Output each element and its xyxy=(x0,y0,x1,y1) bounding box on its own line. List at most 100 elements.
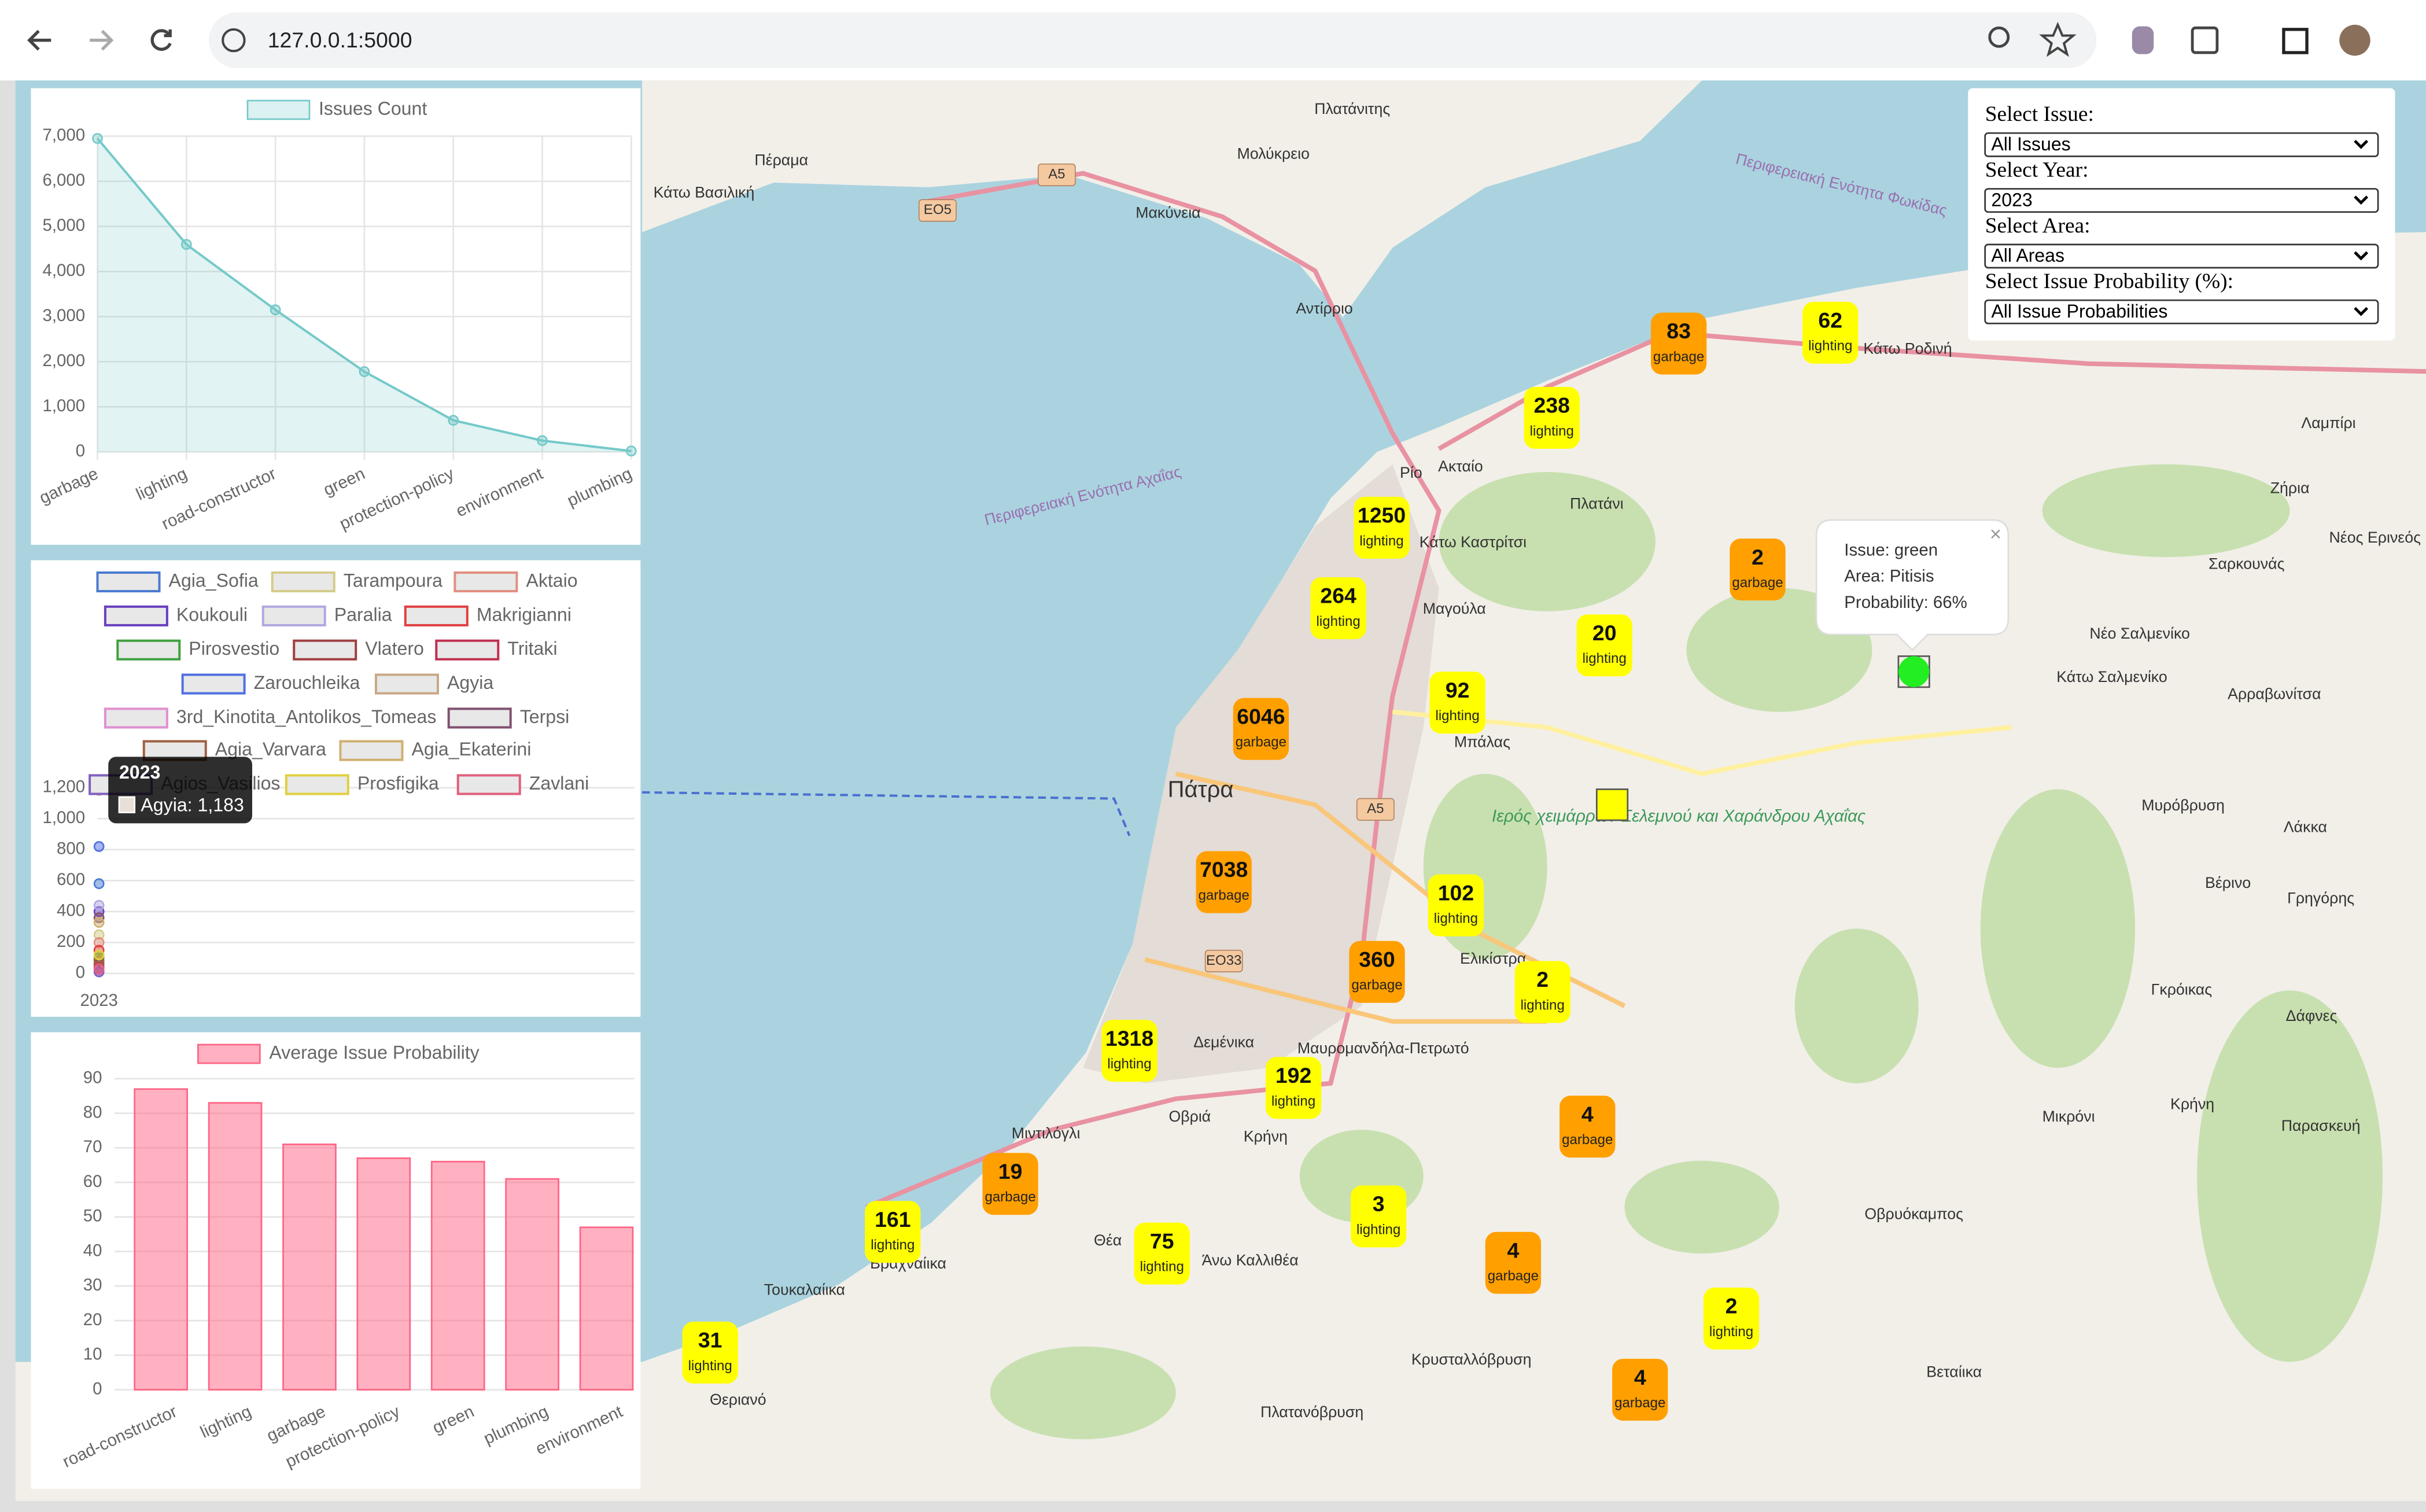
marker-count: 92 xyxy=(1446,678,1470,702)
place-label: Κάτω Καστρίτσι xyxy=(1420,533,1527,551)
marker[interactable] xyxy=(1428,874,1484,936)
marker[interactable] xyxy=(1354,496,1410,559)
marker[interactable] xyxy=(682,1321,738,1384)
marker[interactable] xyxy=(982,1153,1038,1215)
forest xyxy=(1439,472,1656,611)
marker[interactable] xyxy=(1429,672,1485,734)
forest xyxy=(1624,1160,1779,1254)
bar xyxy=(579,1226,634,1391)
place-label: Γρηγόρης xyxy=(2287,890,2354,907)
y-tick-label: 7,000 xyxy=(43,126,86,145)
place-label: Νέος Ερινεός xyxy=(2329,529,2421,546)
marker-label: lighting xyxy=(1356,1222,1400,1237)
forward-button[interactable] xyxy=(90,29,114,51)
marker[interactable] xyxy=(1576,614,1632,677)
legend-label: Prosfigika xyxy=(357,773,439,794)
reload-button[interactable] xyxy=(150,29,172,51)
marker-label: garbage xyxy=(1562,1132,1613,1148)
place-label: Λάκκα xyxy=(2284,818,2327,835)
extension-icon[interactable] xyxy=(2132,26,2154,54)
legend-label: Average Issue Probability xyxy=(269,1042,479,1063)
place-label: Μυρόβρυση xyxy=(2141,796,2225,814)
marker[interactable] xyxy=(1351,1185,1407,1248)
legend-swatch xyxy=(447,707,512,729)
legend-swatch xyxy=(404,605,469,626)
marker[interactable] xyxy=(1730,539,1786,601)
legend-label: Vlatero xyxy=(365,638,424,659)
extensions-button[interactable] xyxy=(2191,26,2219,54)
legend-swatch xyxy=(246,99,311,120)
place-label: Σαρκουνάς xyxy=(2209,555,2285,573)
marker-count: 192 xyxy=(1275,1063,1311,1087)
marker[interactable] xyxy=(1612,1359,1668,1421)
road xyxy=(1392,709,2012,776)
marker-label: lighting xyxy=(1434,911,1478,927)
marker-label: garbage xyxy=(1351,978,1402,993)
place-label: Δεμένικα xyxy=(1193,1033,1254,1050)
legend-swatch xyxy=(456,774,521,795)
y-tick-label: 1,000 xyxy=(43,396,86,415)
place-label: Ακταίο xyxy=(1438,458,1483,475)
bar xyxy=(134,1088,188,1391)
place-label: Θεριανό xyxy=(710,1391,766,1408)
legend-swatch xyxy=(181,673,246,695)
marker-plain[interactable] xyxy=(1595,788,1629,821)
dropdown[interactable] xyxy=(1984,299,2379,324)
legend-swatch xyxy=(197,1043,261,1064)
point xyxy=(93,917,105,928)
marker[interactable] xyxy=(1265,1057,1322,1119)
legend-label: Tarampoura xyxy=(344,570,443,591)
place-label: Μικρόνι xyxy=(2042,1108,2095,1125)
profile-avatar[interactable] xyxy=(2339,24,2370,56)
tooltip-text: Agyia: 1,183 xyxy=(141,794,244,815)
marker[interactable] xyxy=(1485,1231,1542,1294)
point xyxy=(93,899,105,911)
marker-label: lighting xyxy=(688,1358,732,1374)
legend-swatch xyxy=(261,605,326,626)
legend-label: Issues Count xyxy=(319,98,427,119)
control-label: Select Area: xyxy=(1985,214,2091,238)
marker[interactable] xyxy=(1134,1222,1190,1285)
bookmark-star[interactable] xyxy=(2039,21,2077,57)
marker[interactable] xyxy=(1349,941,1405,1003)
zoom-icon[interactable] xyxy=(1988,26,2010,48)
marker-count: 6046 xyxy=(1237,704,1285,728)
marker[interactable] xyxy=(1650,312,1707,375)
y-tick-label: 1,000 xyxy=(43,808,86,827)
side-panel-button[interactable] xyxy=(2282,28,2309,54)
place-label: Μαγούλα xyxy=(1423,600,1486,617)
popup-close[interactable]: × xyxy=(1990,523,2001,545)
place-label: Θέα xyxy=(1094,1231,1122,1249)
dropdown[interactable] xyxy=(1984,132,2379,157)
marker[interactable] xyxy=(1524,386,1580,449)
marker-count: 3 xyxy=(1373,1192,1385,1216)
marker[interactable] xyxy=(1196,851,1252,913)
y-tick-label: 80 xyxy=(83,1102,102,1122)
place-label: Ελικίστρα xyxy=(1460,950,1526,967)
y-tick-label: 30 xyxy=(83,1275,102,1295)
y-tick-label: 3,000 xyxy=(43,306,86,325)
dropdown[interactable] xyxy=(1984,188,2379,213)
marker-label: garbage xyxy=(985,1189,1035,1205)
marker[interactable] xyxy=(1514,961,1570,1023)
marker-count: 161 xyxy=(875,1207,910,1231)
marker[interactable] xyxy=(1703,1288,1760,1350)
marker[interactable] xyxy=(865,1201,921,1263)
site-info-icon[interactable] xyxy=(222,28,246,53)
dropdown[interactable] xyxy=(1984,244,2379,269)
y-tick-label: 400 xyxy=(57,901,85,920)
marker-label: lighting xyxy=(1107,1056,1151,1072)
dropdown-arrow xyxy=(2354,251,2369,261)
place-label: Αρραβωνίτσα xyxy=(2228,685,2321,702)
marker-count: 4 xyxy=(1581,1102,1594,1126)
marker[interactable] xyxy=(1559,1096,1616,1158)
marker[interactable] xyxy=(1310,577,1366,639)
address-bar[interactable] xyxy=(209,12,2097,68)
point xyxy=(180,239,192,250)
marker[interactable] xyxy=(1233,698,1289,760)
marker[interactable] xyxy=(1101,1020,1157,1082)
selected-marker[interactable] xyxy=(1898,656,1930,687)
back-button[interactable] xyxy=(27,29,51,51)
marker-label: garbage xyxy=(1199,887,1249,903)
marker[interactable] xyxy=(1802,301,1859,364)
